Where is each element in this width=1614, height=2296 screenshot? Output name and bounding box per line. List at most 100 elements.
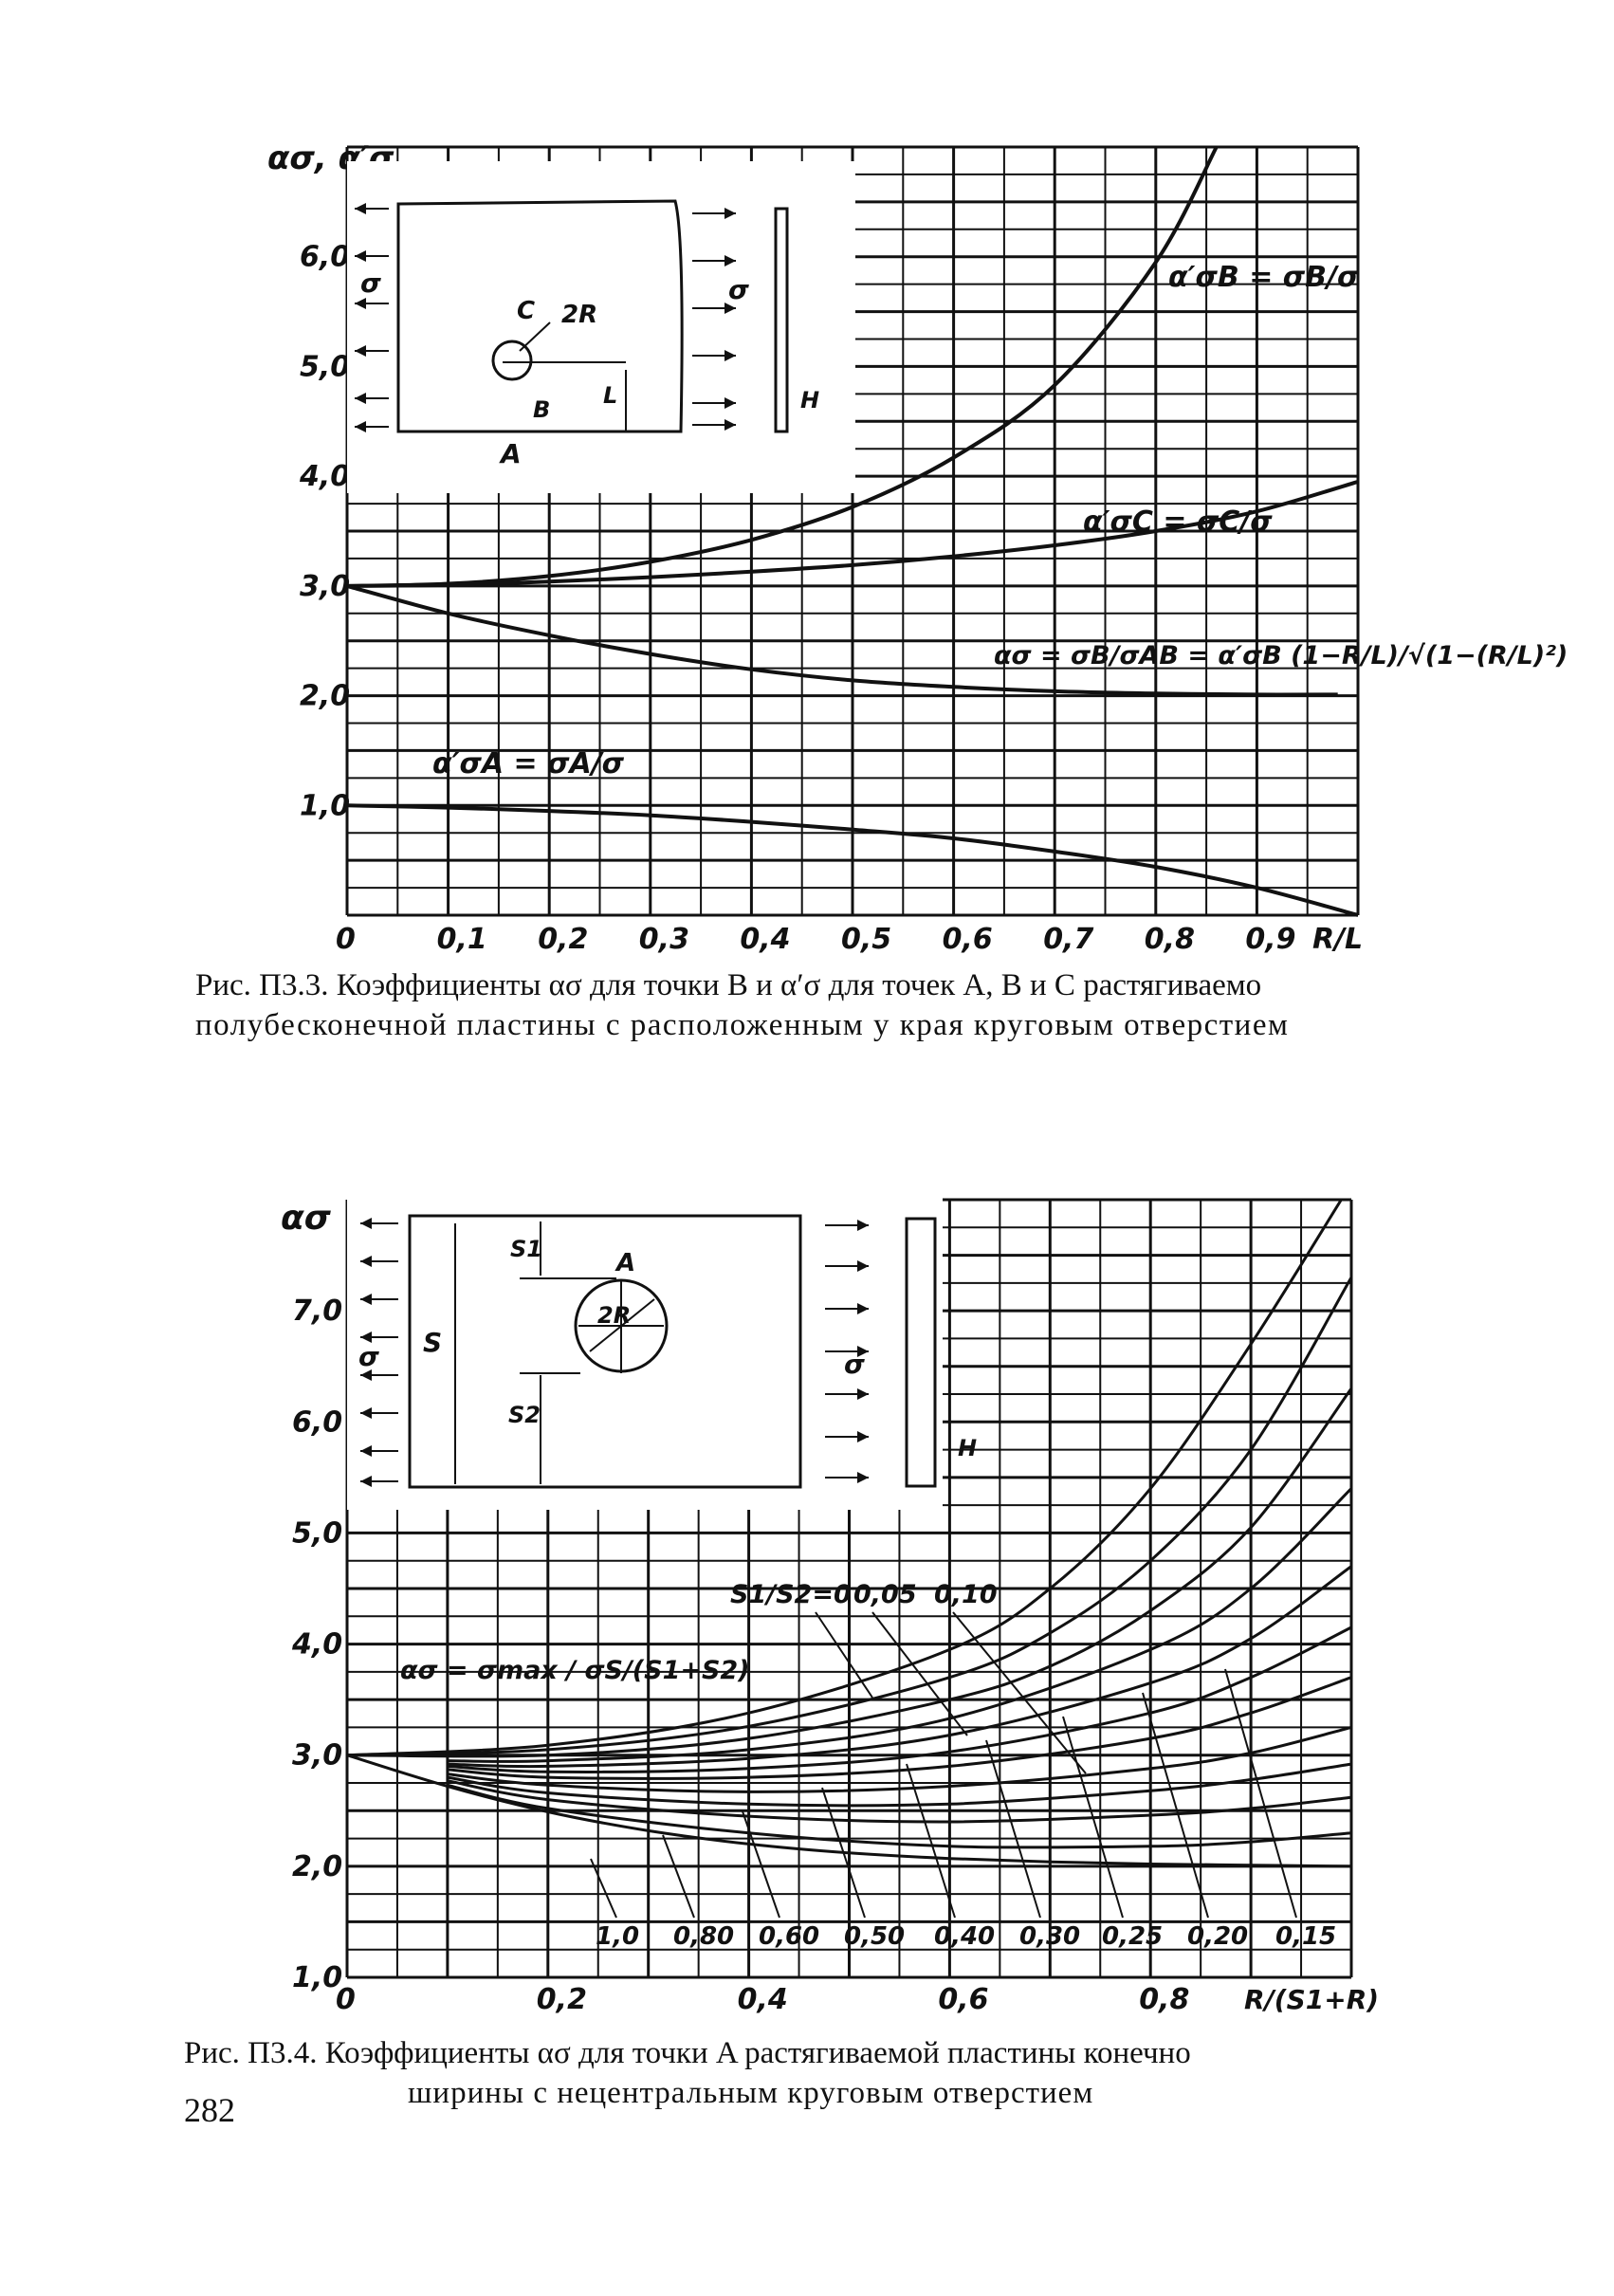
x-tick-label: 0,6: [943, 923, 993, 956]
series-line-5: [447, 1626, 1352, 1773]
chart1-annotation-a: α′σA = σA/σ: [432, 747, 625, 781]
inset-label-sigma-right: σ: [728, 274, 749, 305]
x-tick-label: 0,1: [437, 923, 487, 956]
arrow-head: [724, 208, 736, 219]
y-tick-label: 5,0: [292, 1516, 342, 1550]
chart1-inset: σ σ C 2R B A L H: [347, 161, 855, 493]
series-line-8: [447, 1762, 1352, 1808]
chart2-curves: [346, 1199, 1353, 1868]
chart2: 0 0,2 0,4 0,6 0,8 1,0 2,0 3,0 4,0 5,0 6,0 7,0 ασ R/…: [281, 1176, 1379, 2016]
page-number: 282: [184, 2091, 235, 2129]
inset2-label-2r: 2R: [597, 1302, 631, 1329]
y-tick-label: 2,0: [292, 1850, 342, 1883]
curve-label-bottom: 0,20: [1187, 1922, 1248, 1951]
leader-line: [1142, 1692, 1209, 1919]
inset2-label-sigma-right: σ: [844, 1349, 865, 1380]
figure2-caption-line1: Рис. П3.4. Коэффициенты ασ для точки A р…: [184, 2036, 1191, 2070]
inset-label-l: L: [603, 382, 617, 409]
x-tick-label: 0,5: [841, 923, 891, 956]
arrow-head: [724, 303, 736, 314]
x-tick-label: 0: [336, 1983, 356, 2016]
leader-line: [821, 1787, 866, 1919]
curve-label-bottom: 0,30: [1019, 1922, 1080, 1951]
leader-line: [906, 1763, 956, 1919]
leader-line: [1224, 1668, 1297, 1919]
leader-line: [952, 1611, 1087, 1774]
arrow-head: [355, 345, 366, 357]
curve-label-top: 0,05: [853, 1580, 917, 1609]
curve-label-bottom: 0,15: [1275, 1922, 1336, 1951]
leader-line: [590, 1858, 617, 1919]
curve-label-bottom: 0,25: [1102, 1922, 1163, 1951]
leader-line: [742, 1810, 780, 1919]
leader-line: [985, 1739, 1041, 1919]
chart1-xlabel: R/L: [1312, 923, 1363, 956]
inset2-label-a: A: [614, 1249, 635, 1277]
chart2-tick-labels: 0 0,2 0,4 0,6 0,8 1,0 2,0 3,0 4,0 5,0 6,0 7,0: [291, 1295, 1189, 2016]
arrow-head: [360, 1476, 372, 1487]
inset2-label-s: S: [423, 1327, 442, 1358]
y-tick-label: 1,0: [292, 1961, 342, 1994]
arrow-head: [355, 298, 366, 309]
chart1-curves: [346, 146, 1359, 917]
inset2-label-s2: S2: [508, 1402, 541, 1428]
x-tick-label: 0,8: [1139, 1983, 1189, 2016]
chart2-inset: S1 A 2R S σ σ S2 H: [347, 1176, 977, 1510]
series-line-3: [447, 1487, 1353, 1763]
arrow-head: [360, 1218, 372, 1229]
chart1-annotation-formula: ασ = σB/σAB = α′σB (1−R/L)/√(1−(R/L)²): [994, 641, 1568, 670]
y-tick-label: 5,0: [300, 350, 350, 383]
arrow-head: [360, 1445, 372, 1457]
arrow-head: [857, 1431, 869, 1442]
series-line-9: [447, 1779, 1352, 1824]
series-line-0: [346, 1199, 1343, 1757]
arrow-head: [355, 393, 366, 404]
x-tick-label: 0,7: [1043, 923, 1093, 956]
arrow-head: [724, 350, 736, 361]
series-line-3: [346, 803, 1359, 917]
x-tick-label: 0,4: [740, 923, 790, 956]
y-tick-label: 6,0: [300, 241, 350, 274]
figure2-caption-line2: ширины с нецентральным круговым отверсти…: [408, 2076, 1094, 2110]
chart2-curve-labels: S1/S2=0 0,05 0,10 1,0 0,80 0,60 0,50 0,40 0,30 0,…: [596, 1580, 1336, 1951]
figure1-caption-line2: полубесконечной пластины с расположенным…: [195, 1008, 1290, 1042]
arrow-head: [360, 1256, 372, 1267]
inset-label-sigma-left: σ: [360, 267, 381, 299]
arrow-head: [857, 1388, 869, 1400]
arrow-head: [360, 1294, 372, 1305]
arrow-head: [355, 421, 366, 432]
arrow-head: [857, 1303, 869, 1314]
series-line-10: [447, 1783, 1352, 1849]
x-tick-label: 0,3: [639, 923, 689, 956]
y-tick-label: 7,0: [292, 1295, 342, 1328]
curve-label-bottom: 0,40: [934, 1922, 995, 1951]
x-tick-label: 0,9: [1245, 923, 1295, 956]
x-tick-label: 0,4: [738, 1983, 788, 2016]
arrow-head: [360, 1369, 372, 1381]
arrow-head: [360, 1407, 372, 1419]
series-line-11: [346, 1754, 1352, 1868]
arrow-head: [355, 203, 366, 214]
curve-label-bottom: 1,0: [596, 1922, 639, 1951]
figure1-caption-line1: Рис. П3.3. Коэффициенты ασ для точки B и…: [195, 968, 1262, 1002]
arrow-head: [857, 1220, 869, 1231]
x-tick-label: 0,2: [538, 923, 588, 956]
chart2-inset-arrows: [360, 1218, 869, 1487]
inset-label-b: B: [533, 396, 550, 423]
y-tick-label: 1,0: [300, 789, 350, 822]
arrow-head: [724, 255, 736, 266]
y-tick-label: 3,0: [300, 570, 350, 603]
series-line-7: [447, 1725, 1352, 1793]
x-tick-label: 0,6: [938, 1983, 988, 2016]
chart1-annotation-b: α′σB = σB/σ: [1168, 261, 1360, 294]
leader-line: [1062, 1716, 1124, 1919]
y-tick-label: 4,0: [299, 460, 350, 493]
arrow-head: [355, 250, 366, 262]
arrow-head: [857, 1472, 869, 1483]
chart2-ylabel: ασ: [281, 1199, 332, 1238]
curve-label-bottom: 0,60: [759, 1922, 819, 1951]
curve-label-top: S1/S2=0: [730, 1580, 852, 1609]
leader-line: [815, 1611, 873, 1699]
series-line-2: [346, 1387, 1353, 1758]
